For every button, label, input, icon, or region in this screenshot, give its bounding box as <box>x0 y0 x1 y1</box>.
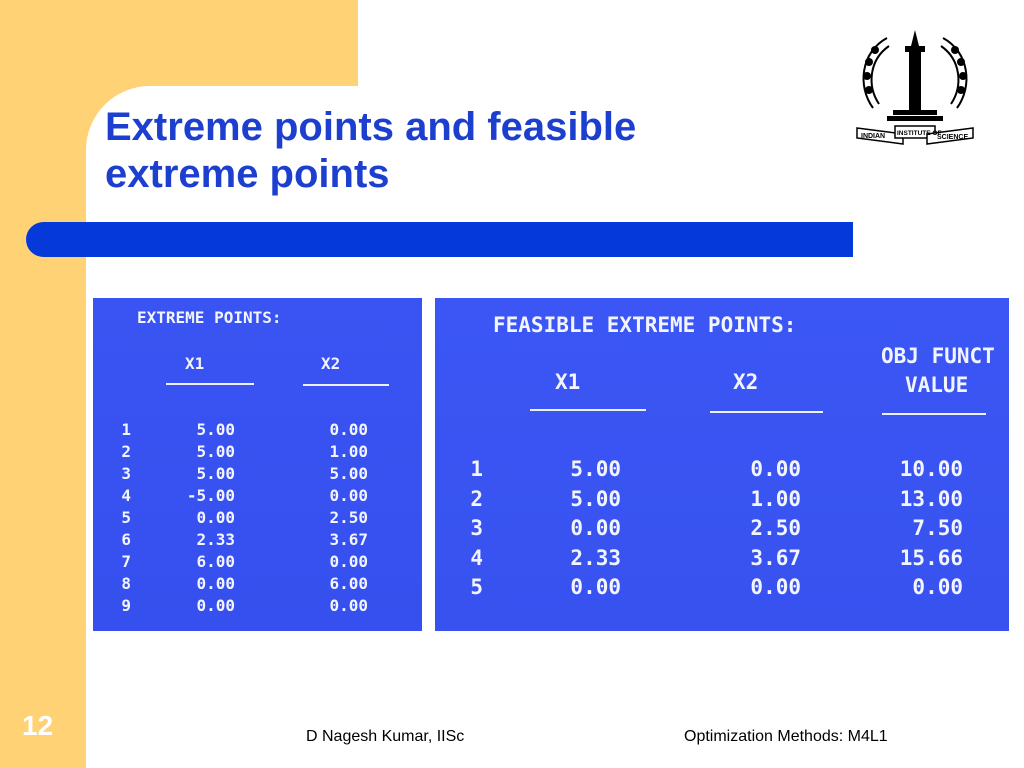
row-index: 1 <box>121 420 131 439</box>
extreme-points-screen: EXTREME POINTS: X1 X2 1 5.00 0.00 2 5.00 1.00… <box>93 298 422 631</box>
obj-value: 0.00 <box>912 575 963 599</box>
x2-value: 3.67 <box>329 530 368 549</box>
page-number: 12 <box>22 710 54 741</box>
x1-value: 0.00 <box>196 508 235 527</box>
feasible-col-obj-header-line-1: OBJ FUNCT <box>881 344 995 368</box>
x2-value: 0.00 <box>329 552 368 571</box>
x2-value: 2.50 <box>329 508 368 527</box>
row-index: 1 <box>470 457 483 481</box>
extreme-points-heading: EXTREME POINTS: <box>137 308 282 327</box>
x1-value: 0.00 <box>196 574 235 593</box>
x2-value: 0.00 <box>329 420 368 439</box>
x1-value: 0.00 <box>196 596 235 615</box>
row-index: 8 <box>121 574 131 593</box>
row-index: 5 <box>470 575 483 599</box>
logo-text-right: SCIENCE <box>937 134 968 141</box>
x2-value: 5.00 <box>329 464 368 483</box>
feasible-col-x1-header: X1 <box>555 370 581 394</box>
x1-value: 2.33 <box>570 545 621 570</box>
feasible-col-x1-underline <box>530 409 646 411</box>
row-index: 2 <box>470 486 483 511</box>
x2-value: 0.00 <box>329 596 368 615</box>
col-x1-header: X1 <box>185 354 205 373</box>
col-x2-underline <box>303 384 389 386</box>
x2-value: 2.50 <box>750 516 801 540</box>
x1-value: -5.00 <box>186 486 235 505</box>
row-index: 3 <box>470 516 483 540</box>
title-accent-bar <box>26 222 853 257</box>
x1-value: 5.00 <box>196 464 235 483</box>
feasible-col-obj-header-line-2: VALUE <box>905 373 969 397</box>
slide-title: Extreme points and feasible extreme poin… <box>105 104 765 198</box>
footer-course: Optimization Methods: M4L1 <box>684 728 888 745</box>
obj-value: 10.00 <box>899 457 963 481</box>
feasible-col-x2-underline <box>710 411 823 413</box>
obj-value: 15.66 <box>899 545 963 570</box>
x2-value: 0.00 <box>750 457 801 481</box>
row-index: 2 <box>121 442 131 461</box>
logo-text-left: INDIAN <box>861 133 885 140</box>
slide-title-line-2: extreme points <box>105 152 390 196</box>
x1-value: 5.00 <box>570 486 621 511</box>
x2-value: 1.00 <box>329 442 368 461</box>
col-x1-underline <box>166 383 254 385</box>
x1-value: 0.00 <box>570 575 621 599</box>
x1-value: 0.00 <box>570 516 621 540</box>
col-x2-header: X2 <box>321 354 341 373</box>
feasible-col-obj-underline <box>882 413 986 415</box>
x2-value: 0.00 <box>750 575 801 599</box>
x2-value: 0.00 <box>329 486 368 505</box>
obj-value: 7.50 <box>912 516 963 540</box>
frame-left-strip <box>0 0 86 768</box>
feasible-col-x2-header: X2 <box>733 370 759 394</box>
row-index: 6 <box>121 530 131 549</box>
x1-value: 5.00 <box>196 420 235 439</box>
x1-value: 5.00 <box>570 457 621 481</box>
x2-value: 1.00 <box>750 486 801 511</box>
x2-value: 3.67 <box>750 545 801 570</box>
x1-value: 5.00 <box>196 442 235 461</box>
slide-title-line-1: Extreme points and feasible <box>105 105 637 149</box>
row-index: 9 <box>121 596 131 615</box>
row-index: 7 <box>121 552 131 571</box>
obj-value: 13.00 <box>899 486 963 511</box>
x1-value: 6.00 <box>196 552 235 571</box>
x2-value: 6.00 <box>329 574 368 593</box>
row-index: 5 <box>121 508 131 527</box>
indian-institute-of-science-seal-icon: INDIAN INSTITUTE OF SCIENCE <box>856 30 974 145</box>
feasible-extreme-points-screen: FEASIBLE EXTREME POINTS: X1 X2 OBJ FUNCT… <box>435 298 1009 631</box>
footer-author: D Nagesh Kumar, IISc <box>306 728 465 745</box>
feasible-heading: FEASIBLE EXTREME POINTS: <box>493 313 797 337</box>
row-index: 3 <box>121 464 131 483</box>
x1-value: 2.33 <box>196 530 235 549</box>
row-index: 4 <box>470 545 483 570</box>
row-index: 4 <box>121 486 131 505</box>
logo-text-mid: INSTITUTE OF <box>897 130 941 137</box>
